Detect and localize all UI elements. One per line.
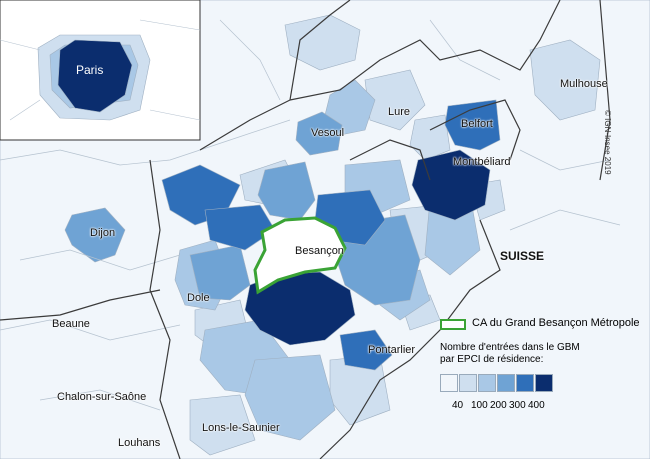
legend-title-line1: Nombre d'entrées dans le GBM — [440, 342, 580, 353]
inset-paris-map — [0, 0, 201, 141]
legend-swatches — [440, 374, 554, 392]
legend-tick-2: 200 — [490, 400, 507, 411]
epci-belfort — [444, 99, 501, 151]
epci-borders — [0, 19, 621, 411]
legend-tick-0: 40 — [452, 400, 464, 411]
legend-swatch-4 — [516, 374, 534, 392]
label-mulhouse: Mulhouse — [560, 78, 608, 90]
legend-swatch-1 — [459, 374, 477, 392]
label-belfort: Belfort — [461, 118, 493, 130]
legend-swatch-5 — [535, 374, 553, 392]
epci-east-1 — [409, 114, 451, 161]
epci-vesoul — [295, 111, 343, 156]
label-lons: Lons-le-Saunier — [202, 422, 280, 434]
legend-swatch-0 — [440, 374, 458, 392]
label-dijon: Dijon — [90, 227, 116, 239]
legend-title: Nombre d'entrées dans le GBM par EPCI de… — [440, 342, 580, 366]
label-besancon: Besançon — [295, 245, 344, 257]
label-lure: Lure — [388, 106, 411, 118]
epci-dole-east — [189, 244, 251, 301]
legend-tick-3: 300 — [509, 400, 526, 411]
label-paris: Paris — [76, 63, 104, 77]
label-dole: Dole — [187, 292, 210, 304]
epci-pontarlier — [339, 329, 393, 371]
label-beaune: Beaune — [52, 318, 90, 330]
epci-lons — [189, 394, 256, 456]
label-montbeliard: Montbéliard — [453, 156, 511, 168]
epci-montbeliard — [411, 149, 491, 221]
label-suisse: SUISSE — [500, 249, 545, 263]
epci-dijon — [64, 207, 126, 263]
legend-outline-swatch — [440, 319, 466, 330]
legend-ticks: 40 100 200 300 400 — [440, 400, 570, 414]
epci-class-5-group — [244, 149, 491, 346]
epci-mulhouse — [529, 39, 601, 121]
label-louhans: Louhans — [118, 437, 161, 449]
legend-swatch-3 — [497, 374, 515, 392]
epci-class-3-group — [64, 111, 421, 306]
label-pontarlier: Pontarlier — [368, 344, 416, 356]
label-vesoul: Vesoul — [311, 127, 345, 139]
legend-swatch-2 — [478, 374, 496, 392]
department-borders — [0, 0, 611, 459]
inset-paris-core — [57, 39, 133, 113]
grand-besancon-outline — [253, 216, 347, 295]
legend-outline-label: CA du Grand Besançon Métropole — [472, 317, 640, 329]
epci-class-4-group — [161, 99, 501, 371]
credit-text: © IGN-Insee 2019 — [603, 110, 612, 175]
epci-haute-saone-south — [204, 204, 276, 251]
legend-title-line2: par EPCI de résidence: — [440, 354, 544, 365]
legend-tick-1: 100 — [471, 400, 488, 411]
epci-jura-2 — [244, 354, 336, 441]
label-chalon: Chalon-sur-Saône — [57, 391, 147, 403]
legend-tick-4: 400 — [528, 400, 545, 411]
